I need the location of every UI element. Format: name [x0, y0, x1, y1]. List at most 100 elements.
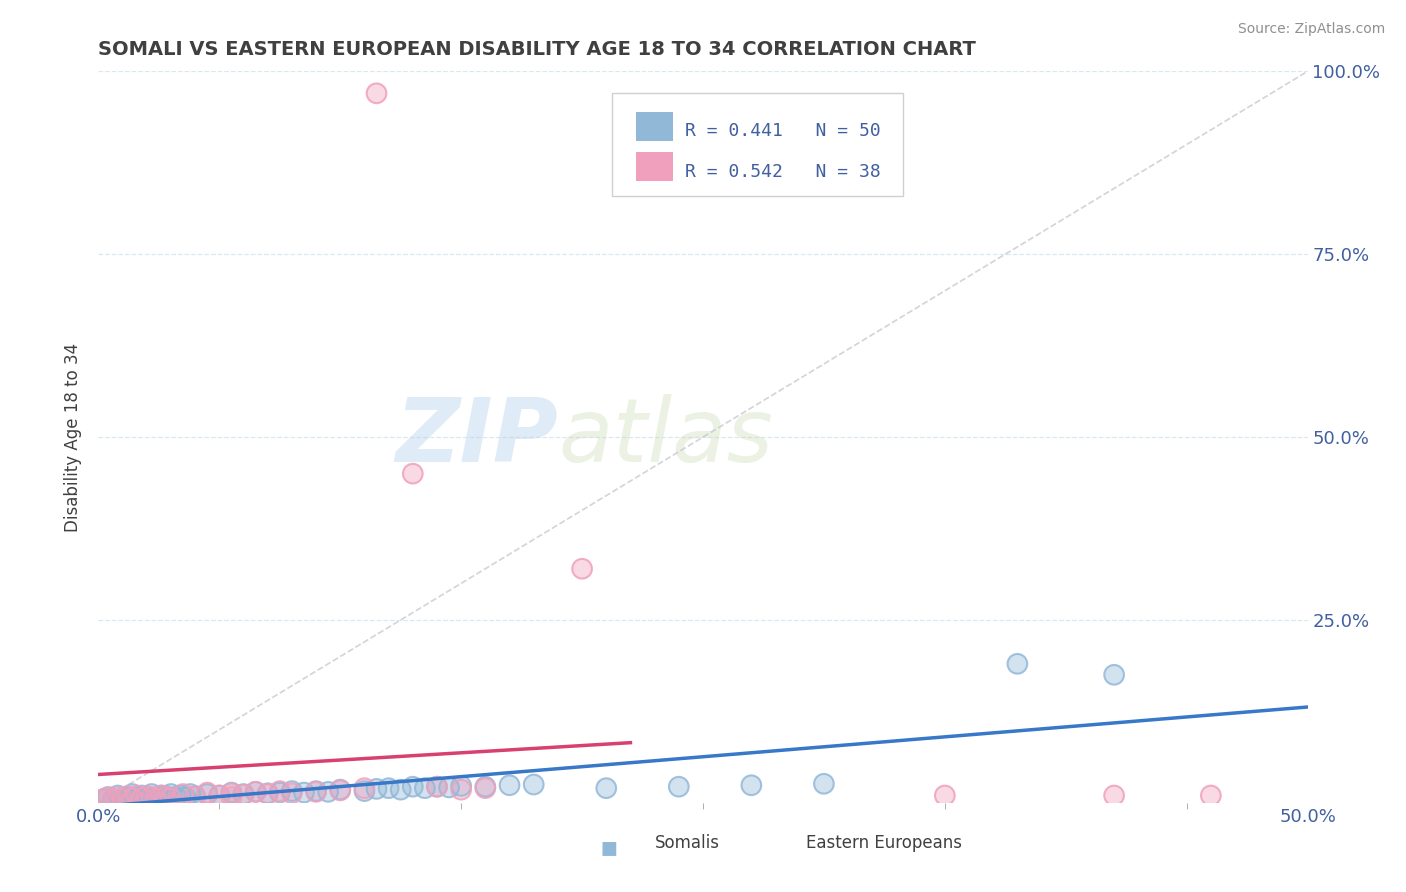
- Point: [474, 780, 496, 794]
- Point: [245, 785, 267, 799]
- Point: [329, 783, 352, 797]
- Point: [160, 787, 183, 801]
- Point: [668, 780, 690, 794]
- Point: [232, 788, 254, 802]
- Point: [208, 789, 231, 803]
- Point: [426, 780, 449, 794]
- Point: [595, 781, 617, 796]
- Point: [101, 793, 124, 807]
- Point: [107, 789, 129, 803]
- Point: [523, 778, 546, 792]
- Point: [245, 785, 267, 799]
- Point: [97, 790, 120, 805]
- Point: [131, 789, 153, 803]
- Point: [184, 789, 207, 804]
- Point: [101, 793, 124, 807]
- Text: Source: ZipAtlas.com: Source: ZipAtlas.com: [1237, 22, 1385, 37]
- Point: [450, 779, 472, 793]
- Point: [232, 787, 254, 801]
- Bar: [637, 152, 672, 181]
- Point: [208, 789, 231, 803]
- Point: [1102, 789, 1125, 803]
- Text: atlas: atlas: [558, 394, 773, 480]
- Point: [179, 787, 201, 801]
- Point: [145, 791, 167, 805]
- Point: [145, 790, 167, 805]
- Point: [111, 791, 134, 805]
- Point: [813, 777, 835, 791]
- Point: [402, 467, 425, 481]
- Point: [316, 785, 339, 799]
- Point: [111, 792, 134, 806]
- Point: [127, 789, 149, 803]
- Point: [221, 786, 243, 800]
- Point: [269, 786, 291, 800]
- Point: [131, 790, 153, 805]
- Point: [740, 778, 762, 792]
- Point: [389, 782, 412, 797]
- Point: [292, 786, 315, 800]
- Text: ▪: ▪: [599, 833, 619, 861]
- Point: [160, 791, 183, 805]
- Point: [111, 791, 134, 805]
- Point: [127, 791, 149, 805]
- Point: [195, 786, 218, 800]
- Point: [141, 787, 163, 801]
- Point: [292, 786, 315, 800]
- Point: [1102, 667, 1125, 681]
- Point: [1199, 789, 1222, 803]
- Point: [402, 780, 425, 794]
- Point: [366, 87, 388, 101]
- Text: ZIP: ZIP: [395, 393, 558, 481]
- Point: [269, 784, 291, 798]
- Point: [221, 786, 243, 800]
- Point: [413, 781, 436, 796]
- Point: [127, 791, 149, 805]
- Point: [165, 789, 187, 804]
- Point: [121, 787, 143, 801]
- Point: [377, 781, 399, 796]
- Point: [256, 786, 278, 800]
- Point: [474, 781, 496, 796]
- Point: [184, 789, 207, 804]
- Point: [740, 778, 762, 792]
- Point: [305, 784, 328, 798]
- Point: [121, 787, 143, 801]
- Point: [141, 789, 163, 804]
- Point: [402, 780, 425, 794]
- Point: [91, 792, 114, 806]
- Point: [172, 787, 194, 801]
- Point: [402, 467, 425, 481]
- Point: [179, 787, 201, 801]
- Point: [934, 789, 956, 803]
- Point: [281, 784, 304, 798]
- Point: [305, 785, 328, 799]
- Point: [450, 782, 472, 797]
- Text: Somalis: Somalis: [655, 834, 720, 852]
- Point: [450, 782, 472, 797]
- Point: [91, 792, 114, 806]
- Point: [221, 786, 243, 800]
- Point: [184, 789, 207, 804]
- Point: [269, 784, 291, 798]
- Point: [165, 789, 187, 804]
- Point: [97, 789, 120, 804]
- Point: [366, 87, 388, 101]
- Point: [169, 789, 191, 803]
- Point: [117, 789, 139, 804]
- Point: [145, 790, 167, 805]
- Point: [1102, 667, 1125, 681]
- Point: [305, 784, 328, 798]
- Point: [150, 789, 173, 803]
- Point: [172, 787, 194, 801]
- Text: R = 0.542   N = 38: R = 0.542 N = 38: [685, 162, 880, 180]
- Point: [221, 789, 243, 804]
- Point: [155, 789, 177, 804]
- Point: [366, 781, 388, 796]
- Point: [232, 787, 254, 801]
- Point: [329, 783, 352, 797]
- Point: [437, 780, 460, 795]
- Point: [256, 787, 278, 801]
- Point: [426, 780, 449, 794]
- Point: [111, 792, 134, 806]
